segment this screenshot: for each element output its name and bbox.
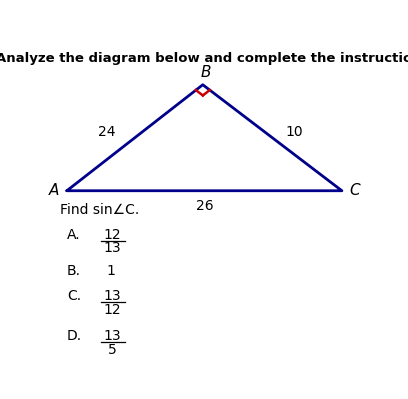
Text: 12: 12 bbox=[104, 227, 122, 242]
Text: 1: 1 bbox=[106, 265, 115, 279]
Text: 26: 26 bbox=[195, 199, 213, 213]
Text: 24: 24 bbox=[98, 124, 115, 138]
Text: 13: 13 bbox=[104, 289, 122, 303]
Text: A: A bbox=[49, 183, 59, 198]
Text: 12: 12 bbox=[104, 303, 122, 317]
Text: 10: 10 bbox=[286, 124, 303, 138]
Text: C: C bbox=[349, 183, 360, 198]
Text: C.: C. bbox=[67, 289, 81, 303]
Text: B: B bbox=[201, 65, 211, 80]
Text: B.: B. bbox=[67, 265, 81, 279]
Text: Analyze the diagram below and complete the instruction: Analyze the diagram below and complete t… bbox=[0, 53, 408, 65]
Text: D.: D. bbox=[67, 329, 82, 343]
Text: 13: 13 bbox=[104, 329, 122, 343]
Text: Find sin∠C.: Find sin∠C. bbox=[60, 203, 140, 217]
Text: 13: 13 bbox=[104, 241, 122, 255]
Text: 5: 5 bbox=[108, 343, 117, 357]
Text: A.: A. bbox=[67, 227, 80, 242]
